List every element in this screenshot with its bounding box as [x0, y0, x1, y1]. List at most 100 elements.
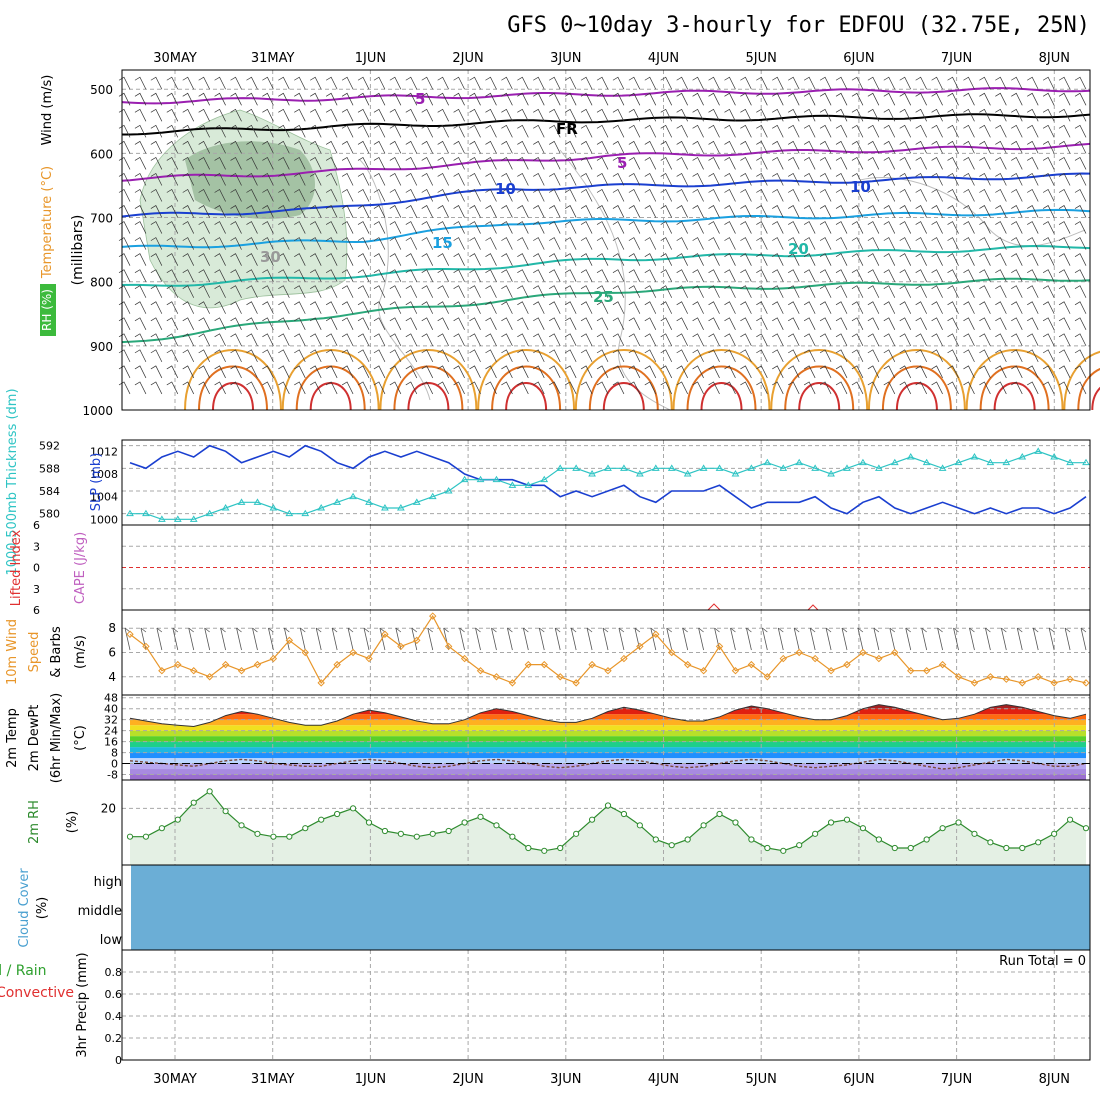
wind-barb — [198, 221, 210, 234]
wind-barb — [421, 92, 434, 106]
wind-speed-point — [476, 667, 485, 675]
wind-barb — [628, 381, 641, 395]
wind-barb — [262, 140, 274, 154]
wind-barb — [549, 237, 561, 250]
wind-barb — [692, 140, 704, 154]
wind-barb — [612, 285, 625, 298]
wind-barb — [214, 172, 226, 186]
wind-barb — [788, 301, 800, 314]
wind-barb — [867, 365, 880, 379]
wind-barb — [310, 253, 322, 266]
wind-barb — [692, 172, 704, 186]
wind-barb — [612, 189, 625, 202]
wind-barb — [1011, 253, 1023, 266]
wind-barb — [644, 237, 657, 250]
wind-barb — [1027, 317, 1039, 330]
surface-isotherm — [602, 382, 645, 411]
wind-barb — [341, 124, 354, 138]
wind-barb — [214, 365, 226, 379]
wind-barb — [294, 381, 306, 395]
wind-barb — [150, 349, 163, 363]
wind-barb — [676, 381, 688, 395]
wind-barb — [341, 140, 354, 154]
wind-barb — [485, 189, 497, 202]
wind-barb — [485, 172, 497, 186]
rh2m-point — [302, 825, 309, 832]
wind-barb — [1058, 205, 1071, 218]
wind-barb — [772, 92, 784, 106]
wind-barb — [676, 92, 688, 106]
wind-barb — [357, 269, 370, 282]
wind-barb — [963, 349, 975, 363]
wind-barb — [851, 140, 864, 154]
wind-speed-point — [970, 679, 979, 687]
temp-band — [130, 708, 1086, 715]
wind-barb — [883, 205, 896, 218]
wind-barb — [995, 108, 1007, 122]
thickness-tick-label: 584 — [39, 485, 60, 498]
surface-wind-barb — [443, 627, 450, 651]
wind-barb — [931, 189, 943, 202]
wind-barb — [166, 124, 179, 138]
wind-barb — [708, 124, 720, 138]
wind-barb — [134, 140, 147, 154]
wind-barb — [357, 301, 370, 314]
wind-barb — [549, 349, 561, 363]
wind-barb — [740, 205, 752, 218]
wind-barb — [883, 253, 896, 266]
wind-barb — [612, 140, 625, 154]
surface-wind-barb — [124, 627, 131, 651]
wind-barb — [1042, 285, 1055, 298]
thickness-point — [683, 470, 692, 477]
wind-barb — [421, 381, 434, 395]
wind-barb — [676, 221, 688, 234]
rh2m-point — [604, 802, 612, 809]
wind-barb — [469, 140, 481, 154]
wind-barb — [580, 237, 593, 250]
wind-barb — [1011, 349, 1023, 363]
wind-barb — [915, 317, 927, 330]
wind-barb — [437, 76, 449, 90]
wind-barb — [708, 108, 720, 122]
wind-barb — [788, 285, 800, 298]
wind-barb — [405, 108, 418, 122]
wind-barb — [979, 365, 991, 379]
wind-barb — [230, 92, 242, 106]
wind-barb — [692, 253, 704, 266]
wind-barb — [851, 333, 864, 347]
surface-wind-barb — [475, 627, 481, 651]
wind-barb — [564, 269, 577, 282]
isotherm-line — [121, 142, 1091, 182]
wind-barb — [867, 140, 880, 154]
wind-barb — [373, 124, 386, 138]
wind-barb — [134, 333, 147, 347]
wind-barb — [134, 156, 147, 170]
wind-barb — [1058, 349, 1071, 363]
wind-barb — [182, 76, 195, 90]
wind-barb — [501, 76, 513, 90]
lifted-index-tick-label: 0 — [33, 562, 40, 575]
wind-barb — [724, 349, 736, 363]
wind-barb — [1058, 237, 1071, 250]
wind-tick-label: 4 — [108, 670, 116, 684]
wind-barb — [485, 140, 497, 154]
wind-barb — [469, 269, 481, 282]
wind-barb — [1058, 108, 1071, 122]
wind-barb — [724, 285, 736, 298]
wind-barb — [756, 156, 768, 170]
thickness-point — [205, 509, 214, 517]
surface-wind-barb — [172, 627, 179, 651]
wind-barb — [118, 221, 131, 234]
wind-barb — [517, 205, 529, 218]
wind-barb — [278, 349, 290, 363]
surface-isotherm — [895, 382, 938, 411]
surface-isotherm — [295, 365, 366, 411]
wind-barb — [1074, 253, 1087, 266]
wind-barb — [182, 205, 195, 218]
wind-barb — [357, 172, 370, 186]
wind-barb — [979, 269, 991, 282]
wind-barb — [533, 365, 545, 379]
surface-isotherm — [477, 349, 576, 411]
wind-barb — [214, 349, 226, 363]
